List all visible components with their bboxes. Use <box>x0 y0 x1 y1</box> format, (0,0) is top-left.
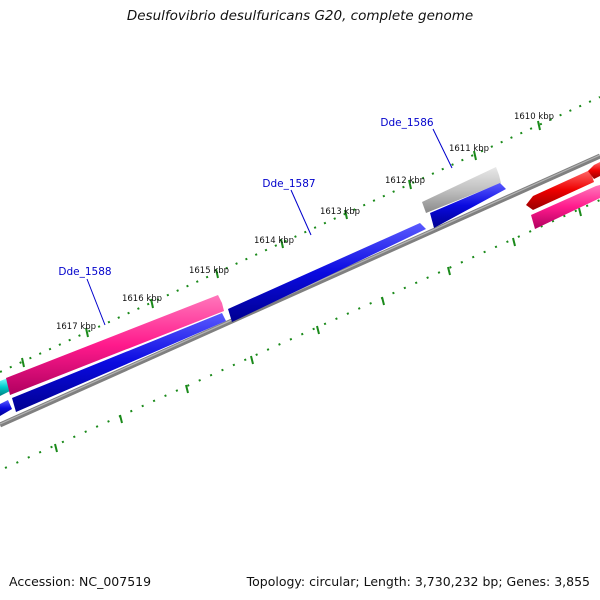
feature-dde-1588[interactable] <box>6 295 224 395</box>
inner-major-ticks <box>54 207 582 453</box>
genome-backbone <box>0 153 600 428</box>
outer-major-ticks <box>21 120 541 368</box>
feature-pink-right[interactable] <box>531 185 600 229</box>
feature-red-1[interactable] <box>526 170 594 210</box>
kbp-label-1614: 1614 kbp <box>254 236 294 246</box>
kbp-label-1617: 1617 kbp <box>56 322 96 332</box>
feature-red-2[interactable] <box>588 162 600 179</box>
kbp-label-1611: 1611 kbp <box>449 144 489 154</box>
callout-dde-1587 <box>290 189 312 236</box>
feature-blue-left[interactable] <box>0 400 12 416</box>
feature-blue-1[interactable] <box>12 313 226 412</box>
genome-backbone-highlight <box>0 154 600 425</box>
kbp-label-1615: 1615 kbp <box>189 266 229 276</box>
kbp-label-1613: 1613 kbp <box>320 207 360 217</box>
accession-text: Accession: NC_007519 <box>9 574 152 589</box>
callout-dde-1588 <box>86 278 106 326</box>
gene-label-dde-1587[interactable]: Dde_1587 <box>262 178 315 190</box>
kbp-label-1612: 1612 kbp <box>385 176 425 186</box>
feature-dde-1586[interactable] <box>422 167 501 213</box>
feature-dde-1587[interactable] <box>228 223 426 322</box>
gene-label-dde-1588[interactable]: Dde_1588 <box>58 266 111 278</box>
inner-tick-ring <box>4 199 600 469</box>
kbp-label-1610: 1610 kbp <box>514 112 554 122</box>
gene-label-dde-1586[interactable]: Dde_1586 <box>380 117 434 129</box>
feature-blue-3[interactable] <box>430 183 506 228</box>
topology-text: Topology: circular; Length: 3,730,232 bp… <box>246 574 590 589</box>
map-title: Desulfovibrio desulfuricans G20, complet… <box>126 8 474 24</box>
kbp-label-1616: 1616 kbp <box>122 294 162 304</box>
callout-dde-1586 <box>432 128 453 169</box>
